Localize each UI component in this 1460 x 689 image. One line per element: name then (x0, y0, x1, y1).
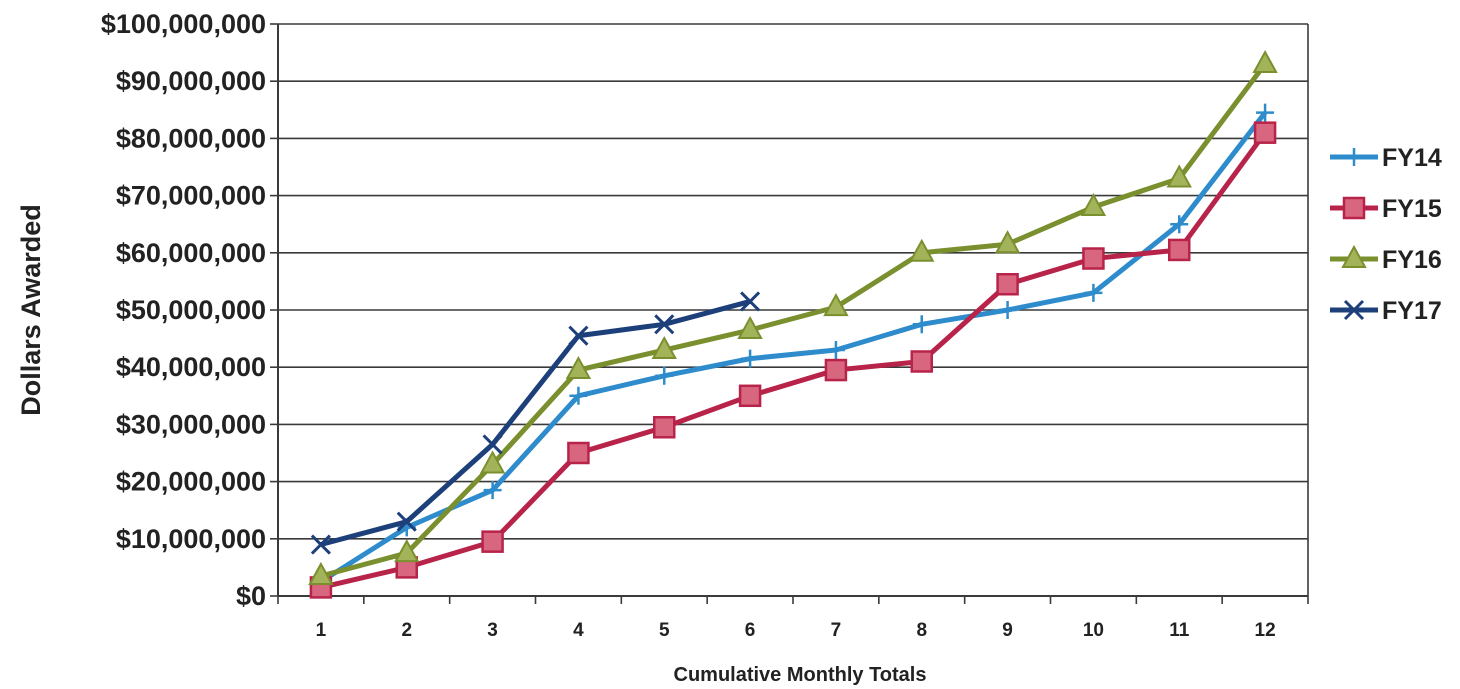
x-tick-label: 1 (316, 620, 327, 641)
series-fy16 (310, 52, 1276, 584)
data-point-marker (826, 360, 846, 380)
series-fy17 (312, 292, 759, 553)
y-tick-label: $0 (236, 581, 266, 611)
y-tick-label: $60,000,000 (116, 238, 266, 268)
data-point-marker (654, 417, 674, 437)
y-tick-labels: $0 $10,000,000 $20,000,000 $30,000,000 $40,0… (101, 9, 266, 611)
x-tick-label: 10 (1083, 620, 1104, 641)
series-lines (310, 52, 1276, 597)
y-tick-label: $70,000,000 (116, 181, 266, 211)
data-point-marker (655, 367, 673, 385)
x-tick-label: 5 (659, 620, 670, 641)
y-tick-label: $100,000,000 (101, 9, 266, 39)
data-point-marker (741, 350, 759, 368)
x-tick-label: 4 (573, 620, 584, 641)
data-point-marker (568, 443, 588, 463)
y-tick-label: $30,000,000 (116, 409, 266, 439)
series-line (321, 113, 1265, 582)
legend-item-fy16: FY16 (1330, 246, 1442, 274)
data-point-marker (913, 315, 931, 333)
data-point-marker (1169, 240, 1189, 260)
data-point-marker (999, 301, 1017, 319)
series-line (321, 133, 1265, 588)
x-tick-label: 9 (1002, 620, 1013, 641)
series-line (321, 301, 750, 544)
data-point-marker (912, 351, 932, 371)
legend-item-fy14: FY14 (1330, 144, 1442, 172)
x-tick-labels: 1 2 3 4 5 6 7 8 9 10 11 12 (316, 620, 1276, 641)
legend-label: FY15 (1382, 195, 1442, 223)
y-tick-label: $40,000,000 (116, 352, 266, 382)
x-tick-label: 12 (1255, 620, 1276, 641)
data-point-marker (1255, 123, 1275, 143)
x-tick-label: 6 (745, 620, 756, 641)
data-point-marker (1083, 249, 1103, 269)
y-tick-label: $20,000,000 (116, 467, 266, 497)
y-axis-label: Dollars Awarded (16, 204, 46, 416)
legend: FY14 FY15 FY16 FY17 (1330, 144, 1442, 325)
y-tick-label: $90,000,000 (116, 66, 266, 96)
y-tick-label: $50,000,000 (116, 295, 266, 325)
x-tick-label: 7 (831, 620, 842, 641)
legend-marker (1344, 198, 1364, 218)
series-fy14 (312, 104, 1274, 591)
x-tick-label: 11 (1169, 620, 1190, 641)
y-tick-label: $80,000,000 (116, 123, 266, 153)
y-tick-label: $10,000,000 (116, 524, 266, 554)
series-line (321, 64, 1265, 576)
data-point-marker (827, 341, 845, 359)
data-point-marker (1254, 52, 1276, 72)
data-point-marker (483, 532, 503, 552)
data-point-marker (740, 386, 760, 406)
legend-label: FY17 (1382, 297, 1442, 325)
legend-item-fy15: FY15 (1330, 195, 1442, 223)
x-tick-label: 8 (916, 620, 927, 641)
x-tick-label: 3 (487, 620, 498, 641)
legend-item-fy17: FY17 (1330, 297, 1442, 325)
grid-lines (278, 24, 1308, 596)
data-point-marker (998, 274, 1018, 294)
legend-marker (1345, 148, 1363, 166)
legend-label: FY16 (1382, 246, 1442, 274)
x-tick-label: 2 (401, 620, 412, 641)
x-axis-label: Cumulative Monthly Totals (674, 664, 927, 686)
legend-label: FY14 (1382, 144, 1442, 172)
